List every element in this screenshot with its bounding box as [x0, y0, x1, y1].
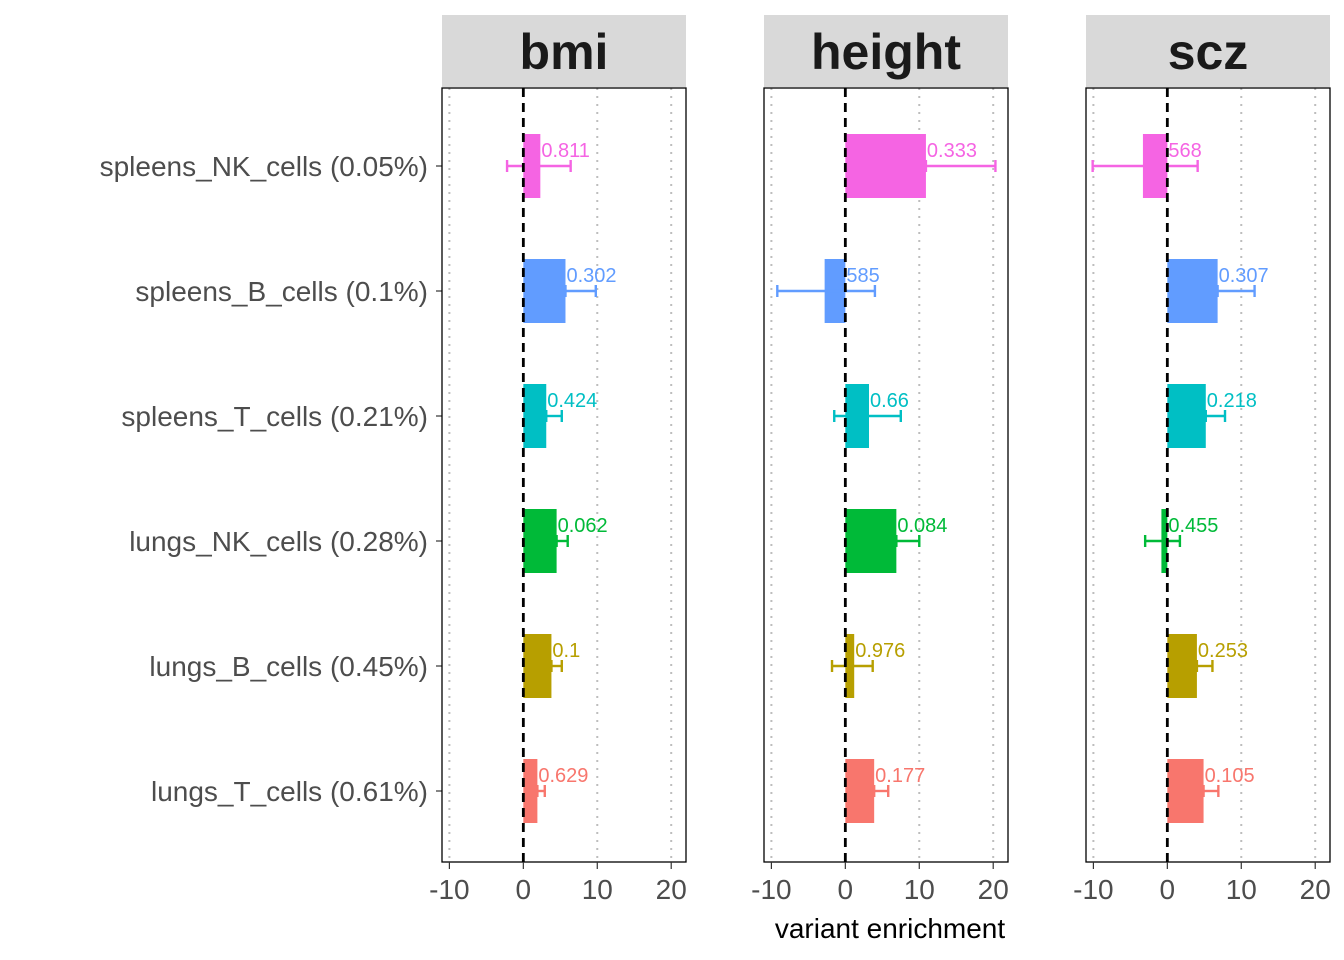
plot-background [764, 88, 1008, 862]
bar [1167, 384, 1206, 448]
x-tick-label: 10 [904, 874, 935, 905]
panel-border [1085, 87, 1331, 863]
panel-title: bmi [520, 24, 609, 80]
bar [1167, 259, 1218, 323]
panel-height: height 0.333 585 0.66 0.084 0.976 0.177 -10 0 10 2… [751, 15, 1009, 905]
x-tick-label: 0 [516, 874, 532, 905]
p-value-label: 0.062 [558, 515, 608, 537]
category-label: lungs_NK_cells (0.28%) [129, 526, 428, 557]
x-axis-title: variant enrichment [775, 913, 1006, 944]
x-tick-label: 20 [656, 874, 687, 905]
bar [1167, 634, 1197, 698]
p-value-label: 0.177 [875, 765, 925, 787]
p-value-label: 0.424 [547, 390, 597, 412]
p-value-label: 568 [1168, 140, 1201, 162]
p-value-label: 0.333 [927, 140, 977, 162]
bar [845, 134, 926, 198]
p-value-label: 0.1 [552, 640, 580, 662]
bar [845, 759, 875, 823]
x-tick-label: 10 [1226, 874, 1257, 905]
bar [523, 384, 547, 448]
strip-background [1086, 15, 1330, 87]
p-value-label: 0.629 [538, 765, 588, 787]
x-tick-label: 20 [978, 874, 1009, 905]
p-value-label: 0.253 [1198, 640, 1248, 662]
panel-title: height [811, 24, 961, 80]
p-value-label: 0.455 [1168, 515, 1218, 537]
x-tick-label: 10 [582, 874, 613, 905]
plot-background [1086, 88, 1330, 862]
x-tick-label: 20 [1300, 874, 1331, 905]
bar [1167, 759, 1204, 823]
x-tick-label: -10 [1073, 874, 1113, 905]
bar [523, 259, 566, 323]
x-tick-label: -10 [751, 874, 791, 905]
bar [845, 509, 897, 573]
bar [523, 509, 557, 573]
p-value-label: 0.105 [1205, 765, 1255, 787]
p-value-label: 0.307 [1219, 265, 1269, 287]
category-label: spleens_T_cells (0.21%) [121, 401, 428, 432]
category-label: spleens_B_cells (0.1%) [135, 276, 428, 307]
panel-title: scz [1168, 24, 1249, 80]
p-value-label: 0.66 [870, 390, 909, 412]
panel-border [441, 87, 687, 863]
panel-bmi: bmi 0.811 0.302 0.424 0.062 0.1 0.629 -10 0 10 20 [429, 15, 687, 905]
p-value-label: 0.218 [1207, 390, 1257, 412]
plot-background [442, 88, 686, 862]
x-tick-label: 0 [838, 874, 854, 905]
p-value-label: 585 [846, 265, 879, 287]
category-labels: spleens_NK_cells (0.05%) spleens_B_cells … [100, 151, 442, 807]
panel-border [763, 87, 1009, 863]
p-value-label: 0.084 [897, 515, 947, 537]
p-value-label: 0.302 [566, 265, 616, 287]
x-tick-label: -10 [429, 874, 469, 905]
category-label: lungs_T_cells (0.61%) [151, 776, 428, 807]
bar [523, 759, 538, 823]
category-label: spleens_NK_cells (0.05%) [100, 151, 428, 182]
panel-scz: scz 568 0.307 0.218 0.455 0.253 0.105 -10 0 10 20 [1073, 15, 1331, 905]
p-value-label: 0.976 [855, 640, 905, 662]
bar [523, 634, 552, 698]
p-value-label: 0.811 [541, 140, 590, 162]
strip-background [442, 15, 686, 87]
strip-background [764, 15, 1008, 87]
category-label: lungs_B_cells (0.45%) [149, 651, 428, 682]
x-tick-label: 0 [1160, 874, 1176, 905]
